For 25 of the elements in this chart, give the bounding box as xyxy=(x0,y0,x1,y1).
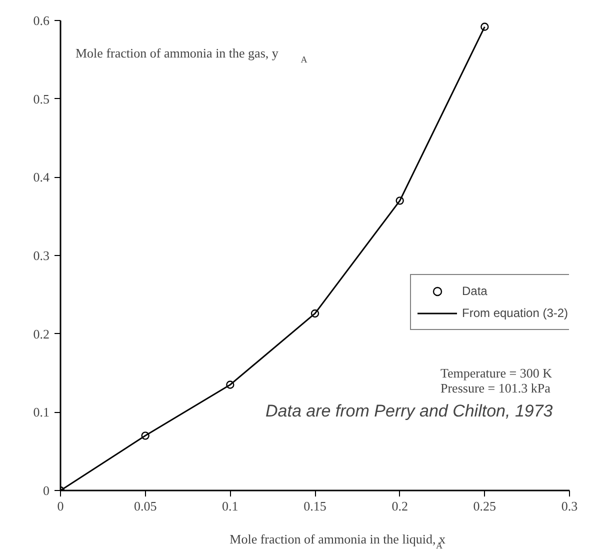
legend-label: From equation (3-2) xyxy=(462,306,568,320)
x-tick-label: 0.3 xyxy=(561,498,578,514)
x-tick-label: 0.1 xyxy=(222,498,238,514)
x-axis-title: Mole fraction of ammonia in the liquid, xA xyxy=(230,532,446,550)
point xyxy=(480,22,489,31)
point xyxy=(141,432,150,440)
x-tick-label: 0.2 xyxy=(392,498,408,514)
y-tick-label: 0.5 xyxy=(33,91,50,106)
annotation: Data are from Perry and Chilton, 1973 xyxy=(266,402,554,420)
point xyxy=(310,309,320,318)
y-tick-label: 0.4 xyxy=(33,170,50,185)
annotation: Temperature = 300 K xyxy=(440,366,553,380)
point xyxy=(226,380,234,389)
x-tick-label: 0.15 xyxy=(304,498,326,514)
x-tick-label: 0 xyxy=(57,498,64,514)
y-tick-label: 0.2 xyxy=(33,326,50,342)
y-tick-label: 0.1 xyxy=(33,404,50,420)
point xyxy=(396,196,404,205)
y-tick-label: 0.6 xyxy=(33,13,50,28)
x-tick-label: 0.25 xyxy=(473,498,496,514)
x-tick-label: 0.05 xyxy=(134,498,157,514)
annotation: Pressure = 101.3 kPa xyxy=(440,380,551,396)
y-tick-label: 0 xyxy=(43,483,50,498)
legend-label: Data xyxy=(462,284,488,298)
y-tick-label: 0.3 xyxy=(33,248,50,263)
